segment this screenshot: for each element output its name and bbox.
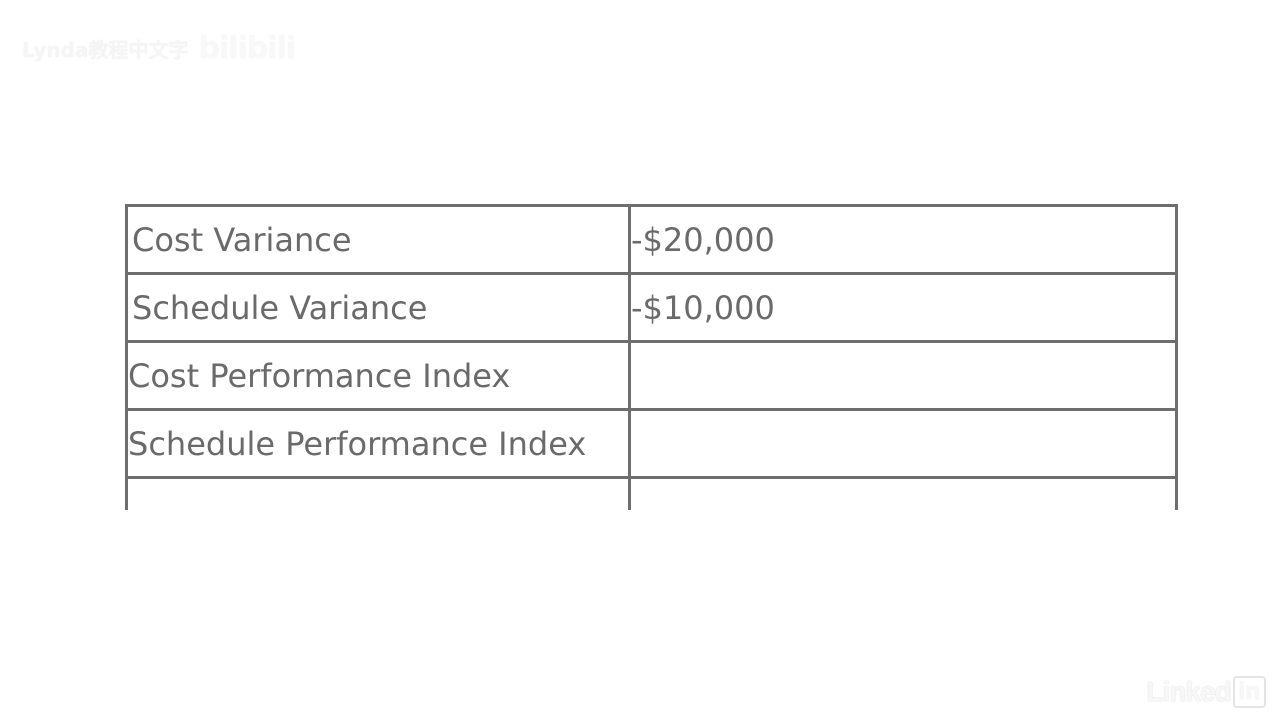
row-label: Cost Variance <box>132 220 352 259</box>
table-cell-value <box>628 340 1178 411</box>
row-label: Cost Performance Index <box>128 356 511 395</box>
table-cell-label: Cost Performance Index <box>125 340 631 411</box>
table-row: Cost Performance Index <box>125 340 1178 411</box>
table-cell-value <box>628 476 1178 510</box>
linkedin-in-icon: in <box>1232 676 1266 708</box>
row-value: -$10,000 <box>631 288 775 327</box>
table-row: Schedule Variance -$10,000 <box>125 272 1178 343</box>
linkedin-wordmark: Linked <box>1146 676 1231 707</box>
bilibili-logo: bilibili <box>198 30 296 66</box>
table-cell-value <box>628 408 1178 479</box>
watermark: Lynda教程中文字 bilibili <box>22 26 296 70</box>
table-cell-label: Cost Variance <box>125 204 631 275</box>
watermark-text: Lynda教程中文字 <box>22 37 189 62</box>
metrics-table-container: Cost Variance -$20,000 Schedule Variance… <box>125 204 1180 510</box>
linkedin-logo: Linked in <box>1146 674 1266 710</box>
table-cell-value: -$20,000 <box>628 204 1178 275</box>
row-label: Schedule Performance Index <box>128 424 587 463</box>
table-row: Schedule Performance Index <box>125 408 1178 479</box>
table-cell-label <box>125 476 631 510</box>
table-cell-label: Schedule Variance <box>125 272 631 343</box>
metrics-table: Cost Variance -$20,000 Schedule Variance… <box>125 204 1178 510</box>
row-label: Schedule Variance <box>132 288 428 327</box>
table-cell-label: Schedule Performance Index <box>125 408 631 479</box>
table-row: Cost Variance -$20,000 <box>125 204 1178 275</box>
row-value: -$20,000 <box>631 220 775 259</box>
table-cell-value: -$10,000 <box>628 272 1178 343</box>
table-row <box>125 476 1178 510</box>
